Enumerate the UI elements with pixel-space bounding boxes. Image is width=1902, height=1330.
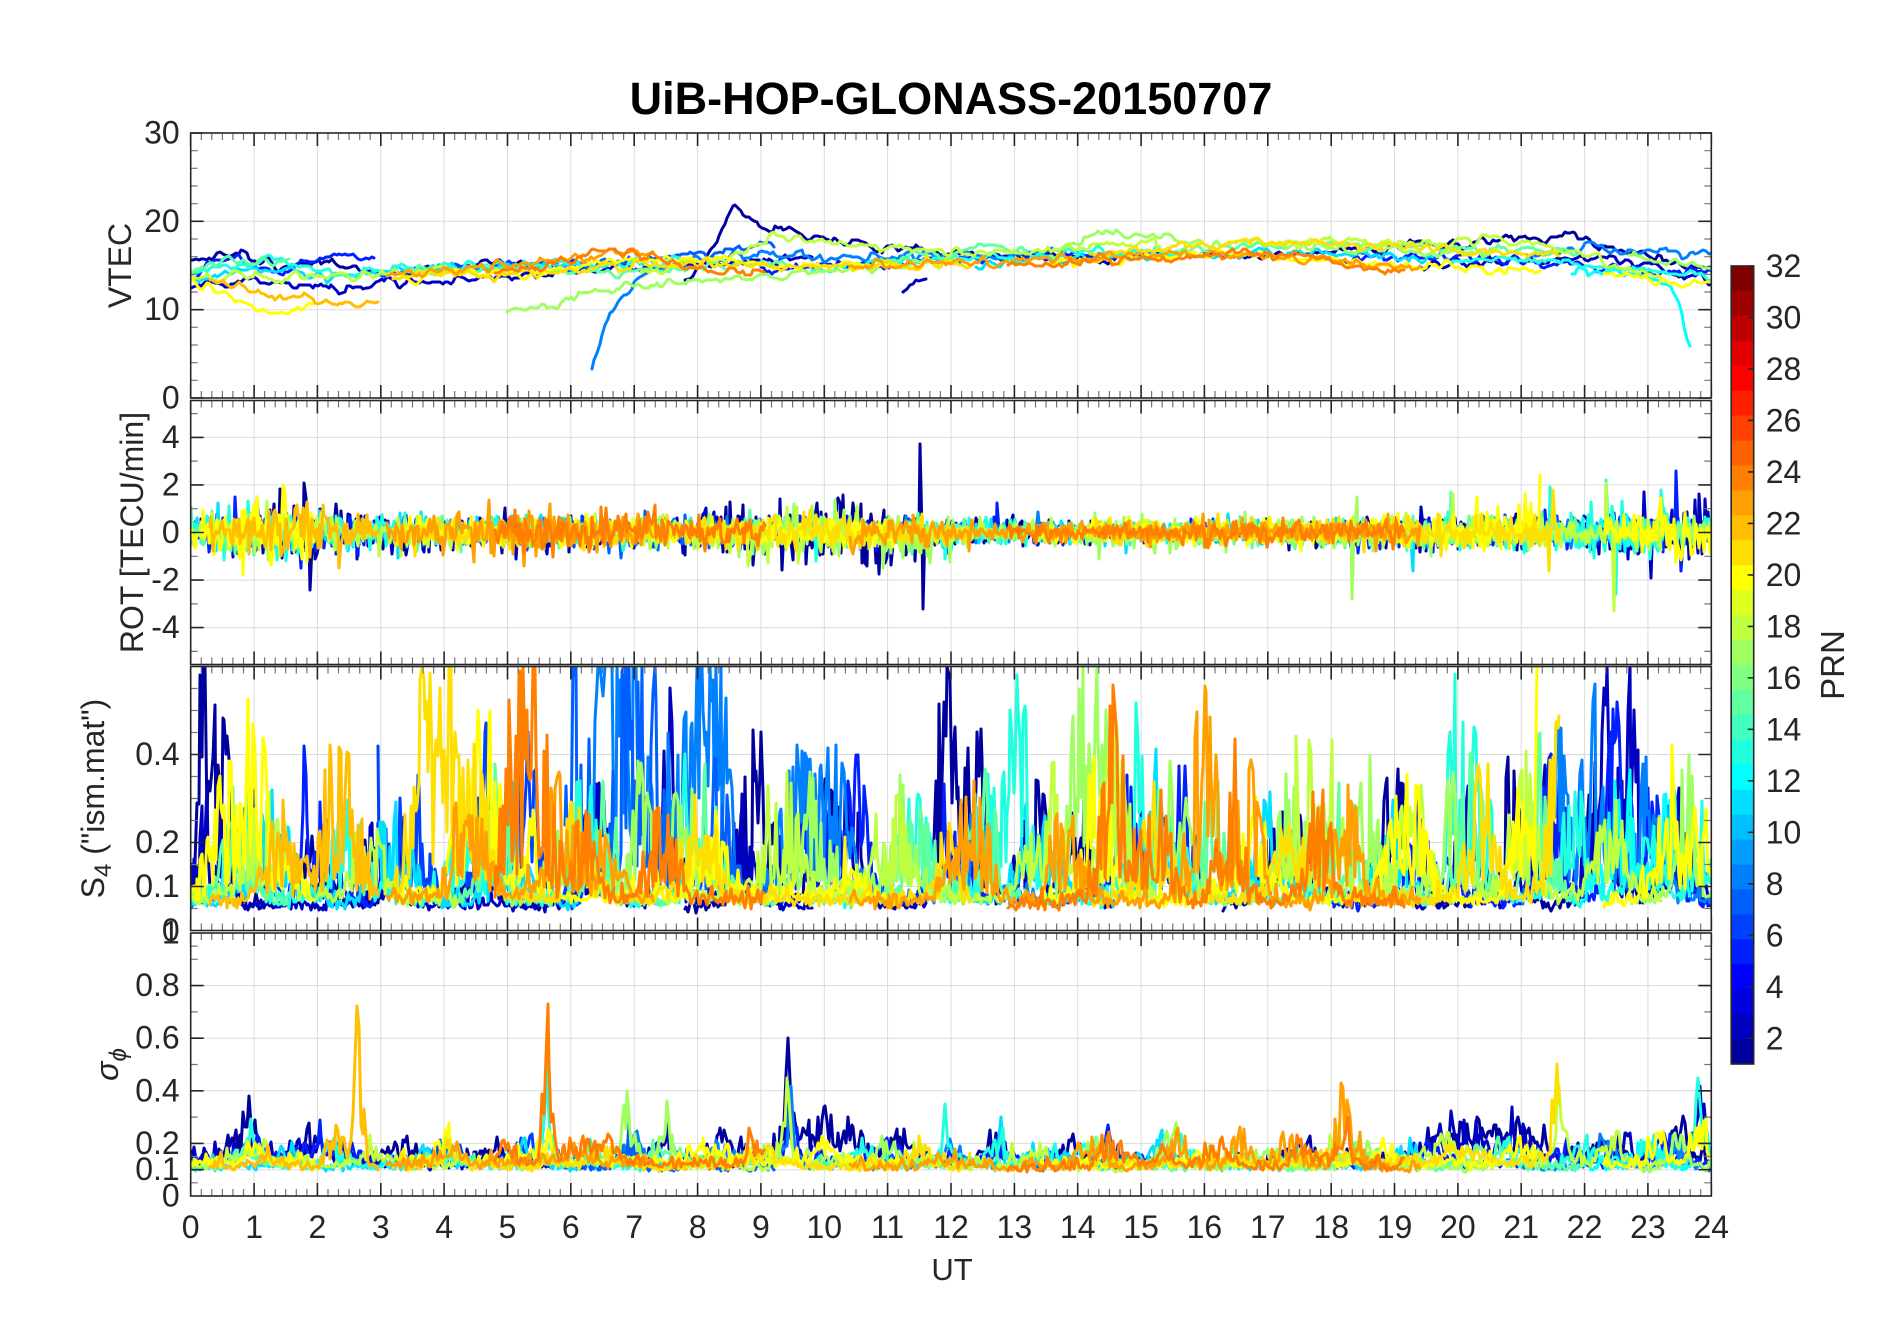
svg-text:13: 13: [997, 1209, 1033, 1245]
svg-text:12: 12: [933, 1209, 969, 1245]
svg-text:24: 24: [1694, 1209, 1730, 1245]
svg-text:19: 19: [1377, 1209, 1413, 1245]
svg-text:PRN: PRN: [1814, 630, 1851, 700]
svg-text:20: 20: [1440, 1209, 1476, 1245]
svg-text:16: 16: [1766, 660, 1802, 696]
svg-text:30: 30: [144, 115, 180, 151]
svg-text:0.2: 0.2: [135, 824, 179, 860]
svg-text:0: 0: [162, 1178, 180, 1214]
svg-text:17: 17: [1250, 1209, 1286, 1245]
svg-text:5: 5: [499, 1209, 517, 1245]
svg-text:VTEC: VTEC: [102, 223, 138, 308]
svg-text:14: 14: [1060, 1209, 1096, 1245]
svg-text:8: 8: [689, 1209, 707, 1245]
svg-text:ROT [TECU/min]: ROT [TECU/min]: [114, 412, 150, 653]
svg-text:0: 0: [162, 380, 180, 416]
svg-text:0.6: 0.6: [135, 1020, 179, 1056]
svg-text:9: 9: [752, 1209, 770, 1245]
svg-text:21: 21: [1503, 1209, 1539, 1245]
svg-text:0: 0: [162, 912, 180, 948]
svg-text:4: 4: [162, 419, 180, 455]
svg-text:20: 20: [144, 203, 180, 239]
svg-text:-4: -4: [151, 609, 179, 645]
svg-text:UT: UT: [931, 1252, 972, 1287]
svg-text:32: 32: [1766, 248, 1802, 284]
svg-text:4: 4: [435, 1209, 453, 1245]
svg-text:2: 2: [309, 1209, 327, 1245]
svg-text:11: 11: [871, 1209, 904, 1245]
svg-text:0: 0: [182, 1209, 200, 1245]
svg-text:8: 8: [1766, 866, 1784, 902]
svg-text:20: 20: [1766, 557, 1802, 593]
svg-text:0.1: 0.1: [135, 868, 179, 904]
svg-text:18: 18: [1313, 1209, 1349, 1245]
svg-text:1: 1: [162, 915, 180, 951]
svg-text:15: 15: [1123, 1209, 1159, 1245]
svg-text:26: 26: [1766, 403, 1802, 439]
svg-text:3: 3: [372, 1209, 390, 1245]
svg-text:2: 2: [1766, 1020, 1784, 1056]
svg-text:0.8: 0.8: [135, 967, 179, 1003]
svg-text:2: 2: [162, 466, 180, 502]
svg-text:10: 10: [807, 1209, 843, 1245]
svg-text:0: 0: [162, 514, 180, 550]
svg-text:24: 24: [1766, 454, 1802, 490]
svg-text:22: 22: [1766, 505, 1802, 541]
svg-text:30: 30: [1766, 300, 1802, 336]
svg-text:23: 23: [1630, 1209, 1666, 1245]
svg-text:28: 28: [1766, 351, 1802, 387]
svg-text:10: 10: [1766, 814, 1802, 850]
svg-text:0.1: 0.1: [135, 1151, 179, 1187]
svg-text:UiB-HOP-GLONASS-20150707: UiB-HOP-GLONASS-20150707: [630, 73, 1273, 124]
svg-text:14: 14: [1766, 711, 1802, 747]
svg-text:16: 16: [1187, 1209, 1223, 1245]
svg-text:-2: -2: [151, 562, 179, 598]
svg-text:6: 6: [1766, 917, 1784, 953]
svg-text:6: 6: [562, 1209, 580, 1245]
svg-text:0.4: 0.4: [135, 736, 179, 772]
svg-text:σϕ: σϕ: [89, 1048, 132, 1081]
svg-text:0.2: 0.2: [135, 1125, 179, 1161]
svg-text:12: 12: [1766, 763, 1802, 799]
svg-text:0.4: 0.4: [135, 1072, 179, 1108]
svg-text:7: 7: [625, 1209, 643, 1245]
svg-text:22: 22: [1567, 1209, 1603, 1245]
svg-text:10: 10: [144, 291, 180, 327]
svg-text:18: 18: [1766, 608, 1802, 644]
svg-text:1: 1: [245, 1209, 263, 1245]
svg-text:4: 4: [1766, 969, 1784, 1005]
